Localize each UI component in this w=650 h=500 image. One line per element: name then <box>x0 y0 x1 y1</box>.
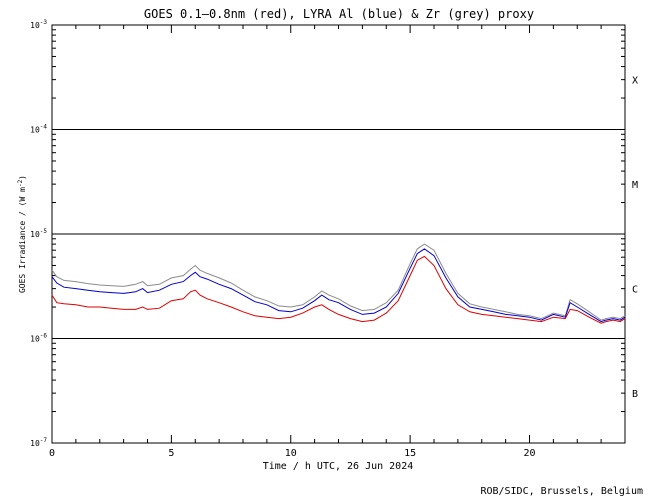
flare-class-boundaries <box>52 129 625 339</box>
y-tick-exponent: -6 <box>40 333 48 340</box>
y-tick-label: 10-3 <box>30 19 47 30</box>
y-axis-ticks: 10-310-410-510-610-7 <box>30 19 625 448</box>
y-tick-exponent: -4 <box>40 124 48 131</box>
y-axis-label: GOES Irradiance / (W m-2) <box>17 175 27 293</box>
y-tick-base: 10 <box>30 335 40 344</box>
y-tick-label: 10-5 <box>30 228 47 239</box>
x-tick-label: 20 <box>523 448 535 459</box>
series-line <box>51 243 626 321</box>
x-tick-label: 0 <box>49 448 55 459</box>
data-series <box>51 243 626 324</box>
x-tick-label: 15 <box>404 448 416 459</box>
y-tick-label: 10-4 <box>30 124 47 135</box>
y-tick-label: 10-6 <box>30 333 47 344</box>
x-axis-ticks: 0 5 10 15 20 <box>49 25 536 459</box>
credit-text: ROB/SIDC, Brussels, Belgium <box>480 486 643 497</box>
y-tick-exponent: -3 <box>40 19 48 26</box>
chart-title: GOES 0.1—0.8nm (red), LYRA Al (blue) & Z… <box>144 7 534 21</box>
y-tick-exponent: -5 <box>40 228 48 235</box>
y-tick-base: 10 <box>30 230 40 239</box>
y-axis-label-sup: -2 <box>17 179 24 187</box>
y-tick-label: 10-7 <box>30 437 47 448</box>
series-line <box>51 248 626 323</box>
x-axis-label: Time / h UTC, 26 Jun 2024 <box>263 461 414 472</box>
y-tick-base: 10 <box>30 439 40 448</box>
flare-class-labels: X M C B <box>632 76 638 401</box>
y-tick-base: 10 <box>30 21 40 30</box>
flare-class-label: X <box>632 76 638 87</box>
y-axis-label-main: GOES Irradiance / (W m <box>18 187 27 293</box>
x-tick-label: 10 <box>285 448 297 459</box>
y-tick-base: 10 <box>30 126 40 135</box>
axis-minor-ticks <box>52 25 626 443</box>
flare-class-label: C <box>632 285 638 296</box>
y-axis-label-end: ) <box>18 175 27 180</box>
y-tick-exponent: -7 <box>40 437 48 444</box>
flare-class-label: B <box>632 389 638 400</box>
flare-class-label: M <box>632 180 638 191</box>
x-tick-label: 5 <box>168 448 174 459</box>
series-line <box>51 255 626 324</box>
